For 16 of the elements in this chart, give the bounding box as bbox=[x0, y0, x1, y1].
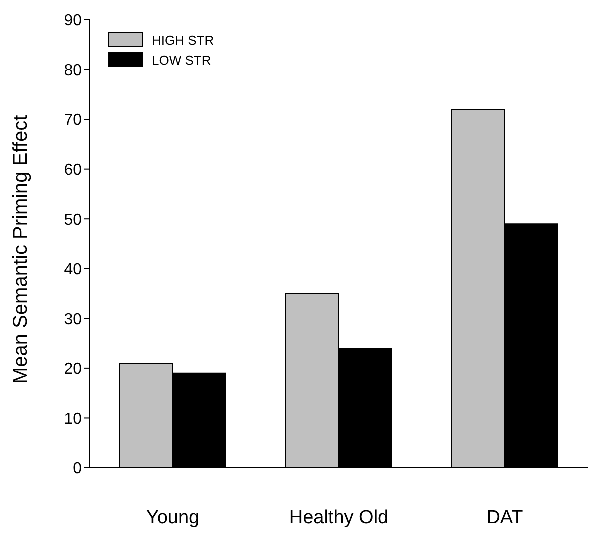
y-tick-label: 50 bbox=[64, 212, 82, 229]
y-tick-label: 40 bbox=[64, 262, 82, 279]
x-tick-label: Young bbox=[146, 507, 200, 528]
legend-label: HIGH STR bbox=[152, 32, 214, 48]
x-tick-label: DAT bbox=[486, 507, 524, 528]
y-tick-label: 10 bbox=[64, 410, 82, 428]
y-tick-label: 80 bbox=[64, 62, 82, 80]
legend-label: LOW STR bbox=[152, 52, 212, 68]
y-tick-label: 30 bbox=[64, 311, 82, 328]
y-tick-label: 90 bbox=[64, 12, 82, 30]
y-tick-label: 60 bbox=[64, 162, 82, 180]
y-tick-label: 70 bbox=[64, 112, 82, 130]
y-axis-title: Mean Semantic Priming Effect bbox=[10, 114, 32, 384]
x-tick-label: Healthy Old bbox=[289, 507, 389, 528]
y-tick-label: 20 bbox=[64, 361, 82, 378]
y-tick-label: 0 bbox=[73, 460, 82, 478]
